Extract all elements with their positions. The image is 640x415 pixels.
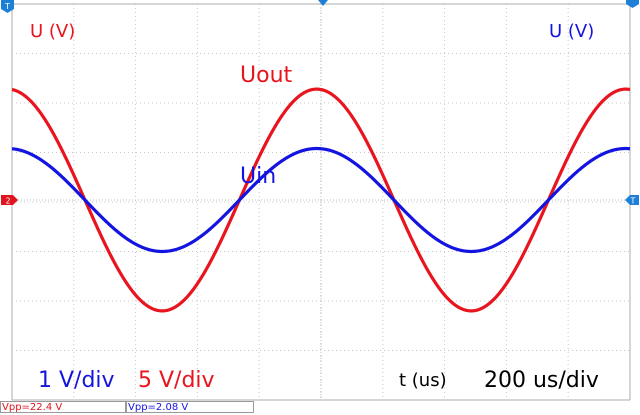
- ch1-scale-label: 1 V/div: [38, 368, 115, 393]
- ch2-scale-label: 5 V/div: [138, 368, 215, 393]
- uin-series-label: Uin: [240, 164, 276, 189]
- trigger-level-marker[interactable]: T: [625, 195, 639, 206]
- svg-text:T: T: [630, 197, 636, 206]
- left-axis-label: U (V): [30, 21, 75, 42]
- svg-text:2: 2: [5, 197, 10, 206]
- traces: [11, 87, 631, 313]
- time-scale-label: 200 us/div: [484, 368, 599, 393]
- measurement-vpp-ch1: Vpp=2.08 V: [126, 401, 254, 413]
- trigger-marker-top-left[interactable]: T: [1, 0, 14, 13]
- measurement-vpp-ch2: Vpp=22.4 V: [0, 401, 126, 413]
- svg-text:T: T: [4, 2, 10, 11]
- channel-2-ground-marker[interactable]: 2: [1, 195, 18, 206]
- uout-trace: [11, 87, 631, 313]
- trigger-position-marker[interactable]: [318, 0, 328, 6]
- edge-marker-top-right: [626, 0, 639, 8]
- right-axis-label: U (V): [549, 21, 594, 42]
- time-axis-label: t (us): [399, 370, 447, 391]
- uin-trace: [11, 146, 631, 254]
- uout-series-label: Uout: [240, 63, 293, 88]
